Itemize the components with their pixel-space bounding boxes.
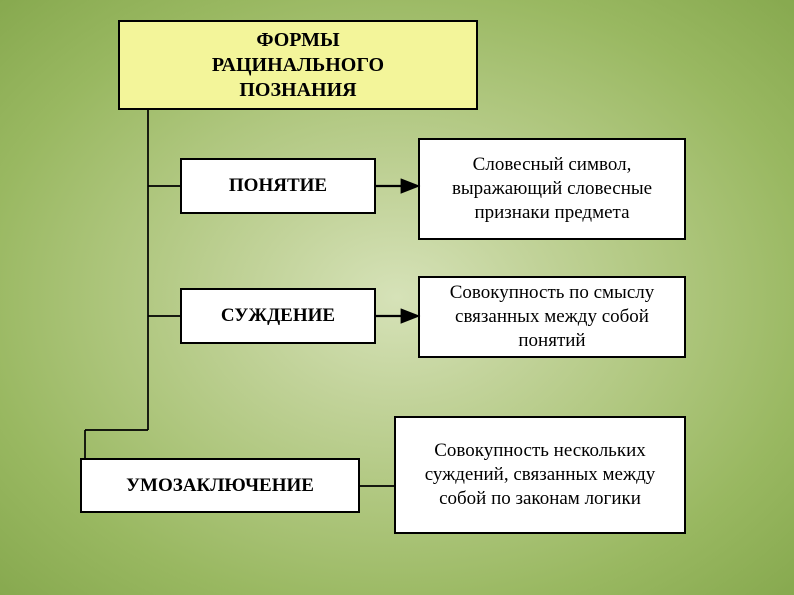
term-suzhdenie: СУЖДЕНИЕ	[180, 288, 376, 344]
term-umozaklyuchenie: УМОЗАКЛЮЧЕНИЕ	[80, 458, 360, 513]
term-suzhdenie-label: СУЖДЕНИЕ	[221, 304, 335, 328]
term-umozaklyuchenie-label: УМОЗАКЛЮЧЕНИЕ	[126, 474, 314, 498]
term-ponyatie: ПОНЯТИЕ	[180, 158, 376, 214]
title-box: ФОРМЫ РАЦИНАЛЬНОГО ПОЗНАНИЯ	[118, 20, 478, 110]
desc-suzhdenie: Совокупность по смыслу связанных между с…	[418, 276, 686, 358]
title-line3: ПОЗНАНИЯ	[239, 79, 356, 101]
title-line1: ФОРМЫ	[256, 29, 339, 51]
title-text: ФОРМЫ РАЦИНАЛЬНОГО ПОЗНАНИЯ	[212, 28, 384, 103]
desc-umozaklyuchenie: Совокупность нескольких суждений, связан…	[394, 416, 686, 534]
desc-ponyatie-text: Словесный символ, выражающий словесные п…	[430, 153, 674, 224]
title-line2: РАЦИНАЛЬНОГО	[212, 54, 384, 76]
desc-umozaklyuchenie-text: Совокупность нескольких суждений, связан…	[406, 439, 674, 510]
desc-ponyatie: Словесный символ, выражающий словесные п…	[418, 138, 686, 240]
term-ponyatie-label: ПОНЯТИЕ	[229, 174, 327, 198]
desc-suzhdenie-text: Совокупность по смыслу связанных между с…	[430, 281, 674, 352]
